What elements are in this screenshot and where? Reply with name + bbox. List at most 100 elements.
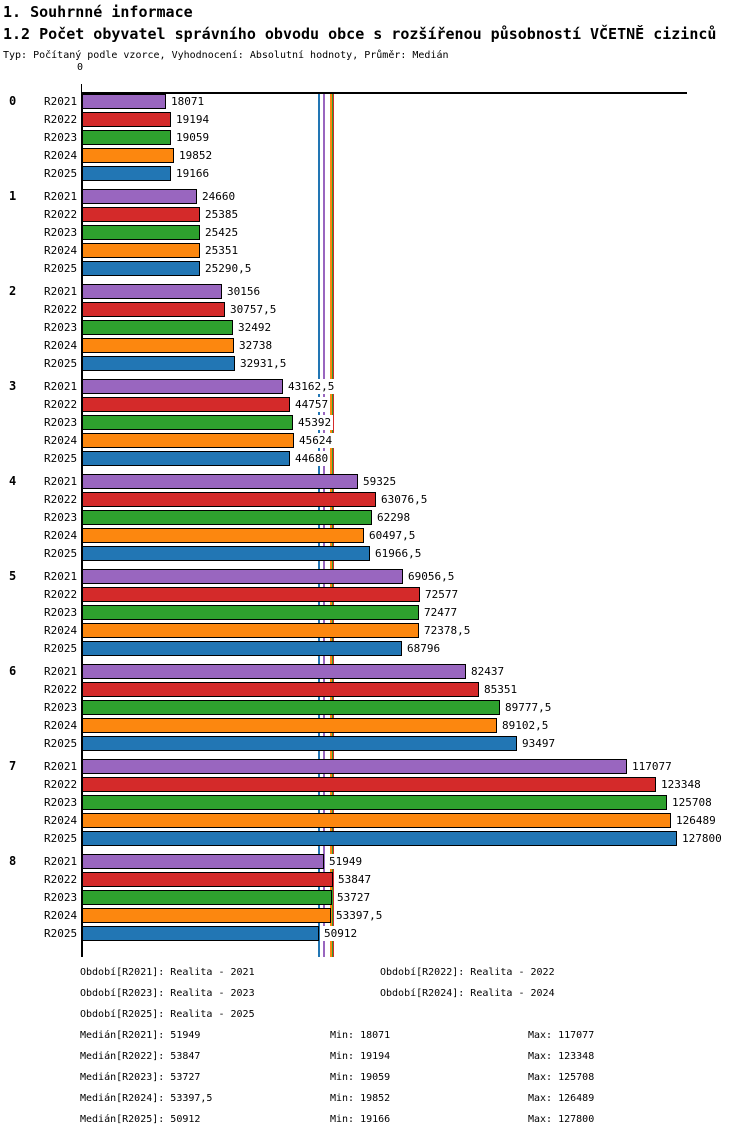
series-label-r2025: R2025 [44, 737, 78, 750]
value-label-0-r2021: 18071 [169, 94, 207, 109]
stat-max-r2025: Max: 127800 [528, 1114, 595, 1125]
series-label-r2022: R2022 [44, 493, 78, 506]
stat-min-r2024: Min: 19852 [330, 1093, 391, 1104]
series-label-r2022: R2022 [44, 208, 78, 221]
value-label-4-r2024: 60497,5 [367, 528, 418, 543]
bar-0-r2025 [82, 166, 171, 181]
series-label-r2021: R2021 [44, 855, 78, 868]
legend-item-r2025: Období[R2025]: Realita - 2025 [80, 1009, 255, 1020]
bar-8-r2023 [82, 890, 332, 905]
series-label-r2025: R2025 [44, 927, 78, 940]
group-label-5: 5 [9, 569, 17, 583]
bar-3-r2025 [82, 451, 290, 466]
series-label-r2025: R2025 [44, 832, 78, 845]
legend-item-r2022: Období[R2022]: Realita - 2022 [380, 967, 555, 978]
series-label-r2023: R2023 [44, 131, 78, 144]
series-label-r2023: R2023 [44, 416, 78, 429]
value-label-7-r2024: 126489 [674, 813, 718, 828]
bar-2-r2023 [82, 320, 233, 335]
bar-2-r2025 [82, 356, 235, 371]
value-label-3-r2024: 45624 [297, 433, 335, 448]
value-label-1-r2023: 25425 [203, 225, 241, 240]
axis-top-line [82, 92, 687, 94]
value-label-6-r2025: 93497 [520, 736, 558, 751]
series-label-r2021: R2021 [44, 570, 78, 583]
value-label-8-r2021: 51949 [327, 854, 365, 869]
bar-6-r2023 [82, 700, 500, 715]
series-label-r2025: R2025 [44, 452, 78, 465]
bar-3-r2022 [82, 397, 290, 412]
value-label-3-r2023: 45392 [296, 415, 334, 430]
stat-max-r2023: Max: 125708 [528, 1072, 595, 1083]
series-label-r2023: R2023 [44, 511, 78, 524]
group-label-0: 0 [9, 94, 17, 108]
value-label-8-r2022: 53847 [336, 872, 374, 887]
value-label-1-r2022: 25385 [203, 207, 241, 222]
bar-5-r2022 [82, 587, 420, 602]
value-label-2-r2021: 30156 [225, 284, 263, 299]
bar-2-r2024 [82, 338, 234, 353]
bar-3-r2024 [82, 433, 294, 448]
value-label-7-r2025: 127800 [680, 831, 724, 846]
bar-0-r2024 [82, 148, 174, 163]
bar-0-r2022 [82, 112, 171, 127]
value-label-5-r2021: 69056,5 [406, 569, 457, 584]
series-label-r2021: R2021 [44, 95, 78, 108]
bar-7-r2022 [82, 777, 656, 792]
bar-2-r2021 [82, 284, 222, 299]
series-label-r2025: R2025 [44, 547, 78, 560]
series-label-r2023: R2023 [44, 606, 78, 619]
series-label-r2022: R2022 [44, 873, 78, 886]
group-label-7: 7 [9, 759, 17, 773]
chart-subtitle: Typ: Počítaný podle vzorce, Vyhodnocení:… [3, 50, 449, 61]
axis-left-line [81, 92, 83, 957]
series-label-r2021: R2021 [44, 475, 78, 488]
series-label-r2022: R2022 [44, 303, 78, 316]
median-line-r2023 [331, 94, 333, 957]
series-label-r2023: R2023 [44, 891, 78, 904]
value-label-5-r2023: 72477 [422, 605, 460, 620]
bar-1-r2024 [82, 243, 200, 258]
stat-median-r2024: Medián[R2024]: 53397,5 [80, 1093, 213, 1104]
series-label-r2021: R2021 [44, 665, 78, 678]
bar-7-r2023 [82, 795, 667, 810]
bar-0-r2023 [82, 130, 171, 145]
series-label-r2022: R2022 [44, 398, 78, 411]
series-label-r2021: R2021 [44, 380, 78, 393]
value-label-5-r2022: 72577 [423, 587, 461, 602]
bar-8-r2021 [82, 854, 324, 869]
median-line-r2025 [318, 94, 320, 957]
series-label-r2024: R2024 [44, 814, 78, 827]
bar-6-r2021 [82, 664, 466, 679]
series-label-r2024: R2024 [44, 244, 78, 257]
bar-7-r2021 [82, 759, 627, 774]
value-label-8-r2025: 50912 [322, 926, 360, 941]
stat-median-r2021: Medián[R2021]: 51949 [80, 1030, 201, 1041]
bar-8-r2022 [82, 872, 333, 887]
bar-6-r2024 [82, 718, 497, 733]
bar-3-r2023 [82, 415, 293, 430]
series-label-r2023: R2023 [44, 321, 78, 334]
stat-median-r2022: Medián[R2022]: 53847 [80, 1051, 201, 1062]
value-label-2-r2023: 32492 [236, 320, 274, 335]
value-label-6-r2022: 85351 [482, 682, 520, 697]
value-label-3-r2021: 43162,5 [286, 379, 337, 394]
series-label-r2023: R2023 [44, 226, 78, 239]
series-label-r2025: R2025 [44, 262, 78, 275]
value-label-3-r2022: 44757 [293, 397, 331, 412]
bar-5-r2024 [82, 623, 419, 638]
axis-origin-tick [81, 84, 82, 93]
series-label-r2022: R2022 [44, 778, 78, 791]
series-label-r2024: R2024 [44, 909, 78, 922]
bar-4-r2021 [82, 474, 358, 489]
series-label-r2023: R2023 [44, 796, 78, 809]
value-label-6-r2023: 89777,5 [503, 700, 554, 715]
group-label-3: 3 [9, 379, 17, 393]
value-label-4-r2025: 61966,5 [373, 546, 424, 561]
stat-max-r2021: Max: 117077 [528, 1030, 595, 1041]
stat-min-r2023: Min: 19059 [330, 1072, 391, 1083]
bar-1-r2025 [82, 261, 200, 276]
value-label-0-r2024: 19852 [177, 148, 215, 163]
legend-item-r2023: Období[R2023]: Realita - 2023 [80, 988, 255, 999]
